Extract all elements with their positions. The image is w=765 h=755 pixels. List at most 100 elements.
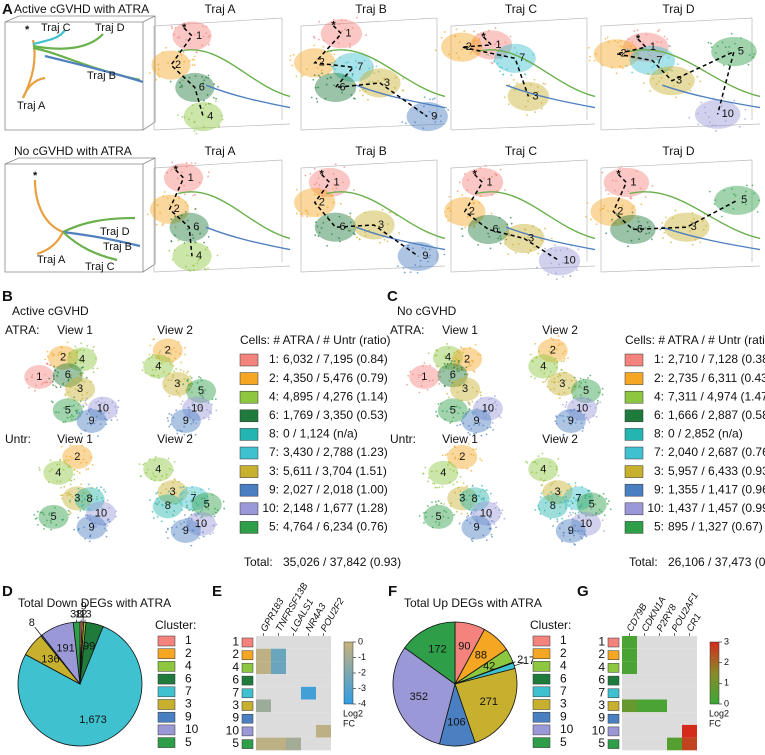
cluster-label: 9: (269, 482, 279, 496)
cell-dot (215, 409, 218, 412)
cell-dot (619, 45, 622, 48)
cell-dot (55, 524, 58, 526)
cluster-cloud (182, 396, 213, 421)
cell-dot (431, 526, 434, 529)
cell-dot (499, 55, 502, 58)
cell-dot (555, 348, 558, 351)
cell-dot (86, 345, 89, 347)
cell-dot (525, 460, 527, 463)
cell-dot (551, 498, 554, 500)
cell-dot (688, 83, 691, 85)
cell-dot (420, 374, 422, 377)
cell-dot (573, 534, 575, 537)
trajectory-curve (326, 49, 446, 98)
cell-dot (105, 535, 108, 538)
cell-dot (316, 206, 319, 209)
cell-dot (478, 52, 480, 55)
empty-cell (652, 686, 667, 700)
cluster-label: 3 (77, 383, 83, 395)
cell-dot (594, 53, 597, 55)
cell-dot (471, 411, 474, 414)
cell-dot (542, 480, 545, 482)
legend-label: 7 (185, 684, 192, 698)
cell-dot (201, 497, 204, 500)
cell-dot (313, 44, 316, 47)
cell-dot (577, 530, 580, 532)
cluster-cloud (555, 408, 586, 433)
cell-dot (289, 54, 292, 57)
cell-dot (377, 80, 379, 82)
cell-dot (176, 429, 179, 432)
cell-dot (353, 189, 355, 191)
cell-dot (82, 492, 85, 494)
cell-dot (487, 406, 490, 409)
cell-dot (556, 416, 558, 419)
cell-dot (471, 540, 474, 543)
cell-dot (173, 370, 176, 373)
cell-dot (174, 215, 177, 218)
cell-dot (470, 50, 473, 53)
cell-dot (439, 120, 442, 123)
cell-dot (745, 203, 747, 206)
cell-dot (497, 41, 500, 44)
legend-swatch (532, 648, 551, 659)
cell-dot (452, 483, 455, 486)
cell-dot (467, 402, 470, 405)
cell-dot (473, 224, 476, 227)
cell-dot (470, 469, 473, 472)
cell-dot (181, 171, 184, 174)
cell-dot (479, 195, 482, 198)
cell-dot (561, 522, 564, 525)
cell-dot (575, 493, 578, 496)
cell-dot (554, 357, 557, 360)
cell-dot (186, 228, 189, 231)
cell-dot (473, 432, 475, 435)
cell-dot (580, 386, 583, 389)
cell-dot (191, 383, 194, 385)
trajectory-curve (44, 54, 144, 84)
cell-dot (162, 222, 164, 225)
cluster-cloud (542, 480, 573, 505)
cell-dot (65, 455, 68, 458)
legend-label: 4 (560, 659, 567, 673)
cell-dot (435, 503, 438, 506)
cell-dot (176, 177, 179, 180)
cell-dot (207, 267, 209, 270)
cell-dot (157, 374, 160, 377)
cell-dot (83, 380, 86, 383)
cell-dot (198, 181, 201, 184)
cell-dot (175, 350, 177, 353)
cell-dot (578, 510, 581, 513)
cell-dot (84, 399, 87, 402)
cell-dot (90, 487, 93, 489)
cell-dot (186, 254, 188, 257)
cell-dot (443, 509, 446, 512)
cell-dot (495, 408, 497, 411)
empty-cell (682, 712, 697, 725)
row-swatch (241, 650, 254, 660)
cell-dot (92, 371, 95, 374)
cell-dot (207, 236, 210, 238)
cell-dot (364, 231, 367, 233)
cell-dot (523, 73, 526, 75)
cell-dot (627, 190, 630, 193)
cell-dot (201, 392, 204, 395)
cell-dot (344, 28, 347, 31)
cell-counts: 2,735 / 6,311 (0.43) (668, 371, 765, 385)
cell-dot (407, 374, 410, 377)
cell-dot (537, 350, 540, 353)
cell-dot (302, 73, 305, 76)
cell-dot (572, 532, 575, 535)
cell-dot (338, 237, 341, 240)
cell-dot (469, 346, 471, 349)
cell-dot (752, 56, 755, 59)
cell-dot (352, 97, 355, 100)
cell-dot (95, 415, 98, 418)
cell-dot (737, 47, 740, 50)
empty-cell (637, 724, 652, 738)
cell-dot (147, 213, 149, 216)
cell-dot (89, 380, 92, 383)
slice-label: 88 (475, 649, 487, 661)
